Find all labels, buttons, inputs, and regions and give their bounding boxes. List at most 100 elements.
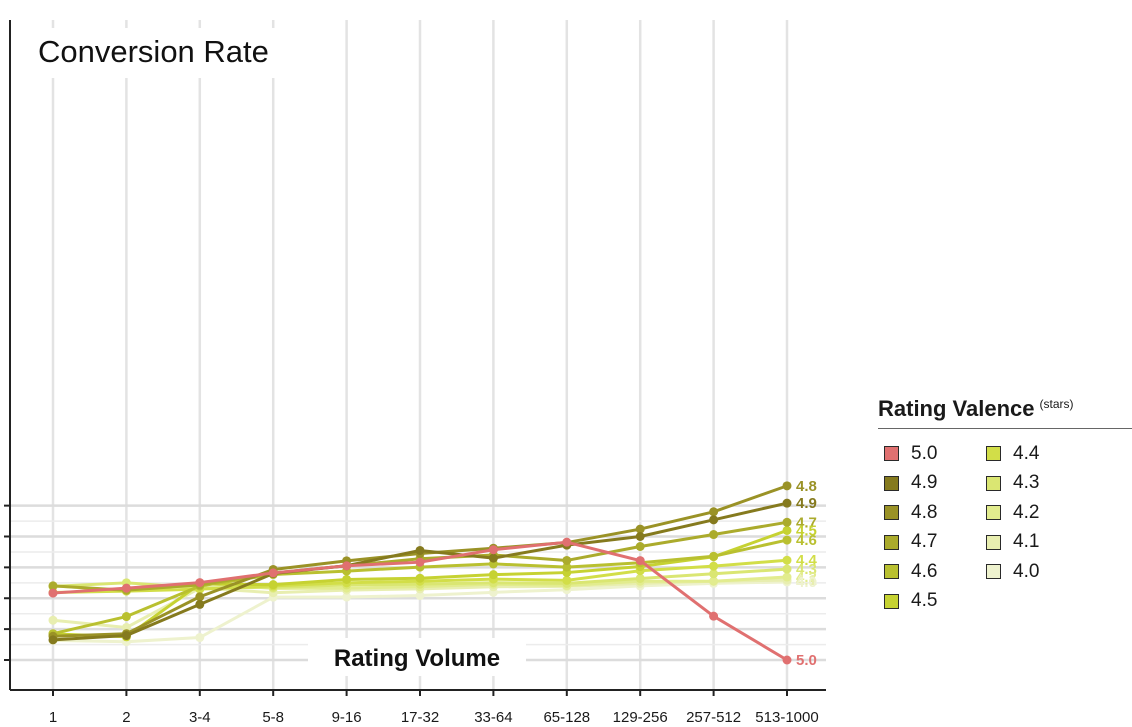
data-point <box>635 573 645 583</box>
data-point <box>268 580 278 590</box>
legend-label: 4.5 <box>911 590 938 612</box>
legend-label: 4.7 <box>911 531 938 553</box>
data-point <box>268 568 278 578</box>
legend-title-text: Rating Valence <box>878 396 1035 421</box>
data-point <box>782 498 792 508</box>
data-point <box>562 562 572 572</box>
legend-label: 4.6 <box>911 560 938 582</box>
legend-label: 5.0 <box>911 442 938 464</box>
data-point <box>415 545 425 555</box>
data-point <box>48 581 58 591</box>
data-point <box>709 507 719 517</box>
data-point <box>635 524 645 534</box>
data-point <box>195 592 205 602</box>
data-point <box>342 592 352 602</box>
data-point <box>782 535 792 545</box>
legend-label: 4.4 <box>1013 442 1040 464</box>
end-label: 4.3 <box>796 561 817 578</box>
legend-swatch <box>986 446 1001 462</box>
data-point <box>562 575 572 585</box>
legend-swatch <box>986 534 1001 550</box>
x-tick-label: 9-16 <box>332 709 362 726</box>
data-point <box>562 555 572 565</box>
legend-item: 4.4 <box>986 439 1088 469</box>
x-tick-label: 3-4 <box>189 709 211 726</box>
data-point <box>782 572 792 582</box>
data-point <box>709 561 719 571</box>
x-tick-label: 1 <box>49 709 57 726</box>
data-point <box>709 569 719 579</box>
legend-item: 4.5 <box>884 587 986 617</box>
data-point <box>415 557 425 567</box>
end-label: 4.7 <box>796 514 817 531</box>
end-label: 4.1 <box>796 572 817 589</box>
end-label: 4.0 <box>796 574 817 591</box>
x-tick-label: 129-256 <box>613 709 668 726</box>
legend-swatch <box>986 505 1001 521</box>
x-tick-label: 5-8 <box>262 709 284 726</box>
x-tick-label: 2 <box>122 709 130 726</box>
x-axis-title-group: Rating Volume <box>308 638 526 676</box>
end-label: 4.9 <box>796 495 817 512</box>
legend-item: 4.1 <box>986 528 1088 558</box>
legend-label: 4.9 <box>911 472 938 494</box>
data-point <box>415 573 425 583</box>
legend-label: 4.1 <box>1013 531 1040 553</box>
data-point <box>342 574 352 584</box>
end-label: 4.8 <box>796 478 817 495</box>
legend-swatch <box>986 564 1001 580</box>
legend-label: 4.0 <box>1013 560 1040 582</box>
end-label: 4.6 <box>796 532 817 549</box>
data-point <box>709 611 719 621</box>
data-point <box>782 525 792 535</box>
data-point <box>121 623 131 633</box>
legend-swatch <box>884 505 899 521</box>
legend-item: 4.7 <box>884 528 986 558</box>
data-point <box>782 555 792 565</box>
axes <box>4 20 826 696</box>
series-group <box>48 481 792 665</box>
data-point <box>342 561 352 571</box>
legend-item: 4.9 <box>884 469 986 499</box>
legend-swatch <box>986 475 1001 491</box>
data-point <box>709 515 719 525</box>
data-point <box>782 517 792 527</box>
legend-swatch <box>884 593 899 609</box>
data-point <box>195 633 205 643</box>
series-4.9 <box>48 498 792 645</box>
data-point <box>782 481 792 491</box>
data-point <box>709 530 719 540</box>
data-point <box>635 542 645 552</box>
legend-item: 4.3 <box>986 469 1088 499</box>
data-point <box>48 635 58 645</box>
data-point <box>709 551 719 561</box>
legend-swatch <box>884 564 899 580</box>
data-point <box>782 564 792 574</box>
legend-divider <box>878 428 1132 429</box>
data-point <box>121 583 131 593</box>
end-label: 4.4 <box>796 552 818 569</box>
data-point <box>709 576 719 586</box>
legend-label: 4.8 <box>911 501 938 523</box>
data-point <box>635 556 645 566</box>
x-tick-label: 17-32 <box>401 709 439 726</box>
data-point <box>195 599 205 609</box>
end-labels: 4.94.8 4.74.64.5 4.44.34.24.14.0 5.0 <box>796 478 818 669</box>
legend-item: 4.6 <box>884 557 986 587</box>
x-tick-label: 33-64 <box>474 709 512 726</box>
x-tick-label: 513-1000 <box>755 709 818 726</box>
x-tick-labels: 1 2 3-4 5-8 9-16 17-32 33-64 65-128 129-256 257-5… <box>49 709 819 726</box>
legend-column-2: 4.4 4.3 4.2 4.1 4.0 <box>986 439 1088 616</box>
data-point <box>488 545 498 555</box>
legend-title-suffix: (stars) <box>1039 396 1074 411</box>
legend-column-1: 5.0 4.9 4.8 4.7 4.6 4.5 <box>884 439 986 616</box>
data-point <box>635 532 645 541</box>
data-point <box>48 588 58 598</box>
data-point <box>195 578 205 588</box>
end-label: 4.2 <box>796 569 817 586</box>
end-label: 5.0 <box>796 652 817 669</box>
end-label: 4.5 <box>796 522 817 539</box>
data-point <box>121 631 131 641</box>
x-axis-title: Rating Volume <box>334 645 500 672</box>
